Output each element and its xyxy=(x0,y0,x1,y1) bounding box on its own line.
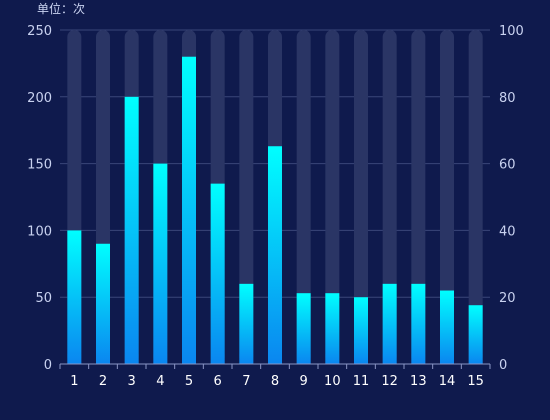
y-right-tick-label: 100 xyxy=(499,24,524,39)
background-track xyxy=(354,30,368,364)
x-tick-label: 10 xyxy=(324,374,341,389)
x-tick-label: 2 xyxy=(99,374,107,389)
bar-7 xyxy=(239,283,254,364)
y-left-tick-label: 150 xyxy=(27,158,52,173)
background-track xyxy=(382,30,397,364)
bar-14 xyxy=(440,290,454,364)
x-tick-label: 3 xyxy=(128,374,136,389)
bars xyxy=(67,56,483,365)
y-right-tick-label: 0 xyxy=(499,358,507,373)
bar-8 xyxy=(268,146,282,364)
background-track xyxy=(468,30,483,364)
x-tick-label: 13 xyxy=(410,374,427,389)
y-left-tick-label: 200 xyxy=(27,91,52,106)
y-right-tick-label: 60 xyxy=(499,158,516,173)
bar-2 xyxy=(96,243,110,364)
y-right-tick-label: 20 xyxy=(499,291,516,306)
x-tick-label: 9 xyxy=(300,374,308,389)
x-tick-label: 14 xyxy=(439,374,456,389)
x-tick-label: 6 xyxy=(214,374,222,389)
unit-label: 单位：次 xyxy=(37,1,85,16)
x-tick-label: 1 xyxy=(70,374,78,389)
y-right-tick-label: 80 xyxy=(499,91,516,106)
background-track xyxy=(296,30,311,364)
y-left-tick-label: 250 xyxy=(27,24,52,39)
bar-12 xyxy=(382,283,397,364)
x-tick-label: 5 xyxy=(185,374,193,389)
background-track xyxy=(411,30,426,364)
y-right-tick-label: 40 xyxy=(499,224,516,239)
bar-11 xyxy=(354,297,368,364)
x-tick-label: 8 xyxy=(271,374,279,389)
bar-4 xyxy=(153,163,168,364)
x-tick-label: 12 xyxy=(381,374,398,389)
bar-6 xyxy=(210,183,225,364)
bar-1 xyxy=(67,230,82,364)
background-track xyxy=(440,30,454,364)
bar-15 xyxy=(468,305,483,364)
x-tick-label: 7 xyxy=(242,374,250,389)
bar-5 xyxy=(182,56,196,364)
x-tick-label: 11 xyxy=(353,374,370,389)
bar-13 xyxy=(411,283,426,364)
y-left-tick-label: 50 xyxy=(35,291,52,306)
y-left-tick-label: 0 xyxy=(44,358,52,373)
bar-3 xyxy=(124,96,139,365)
bar-9 xyxy=(296,293,311,364)
background-track xyxy=(325,30,340,364)
background-track xyxy=(239,30,254,364)
y-left-tick-label: 100 xyxy=(27,224,52,239)
x-tick-label: 4 xyxy=(156,374,164,389)
x-tick-label: 15 xyxy=(467,374,484,389)
bar-10 xyxy=(325,293,340,364)
